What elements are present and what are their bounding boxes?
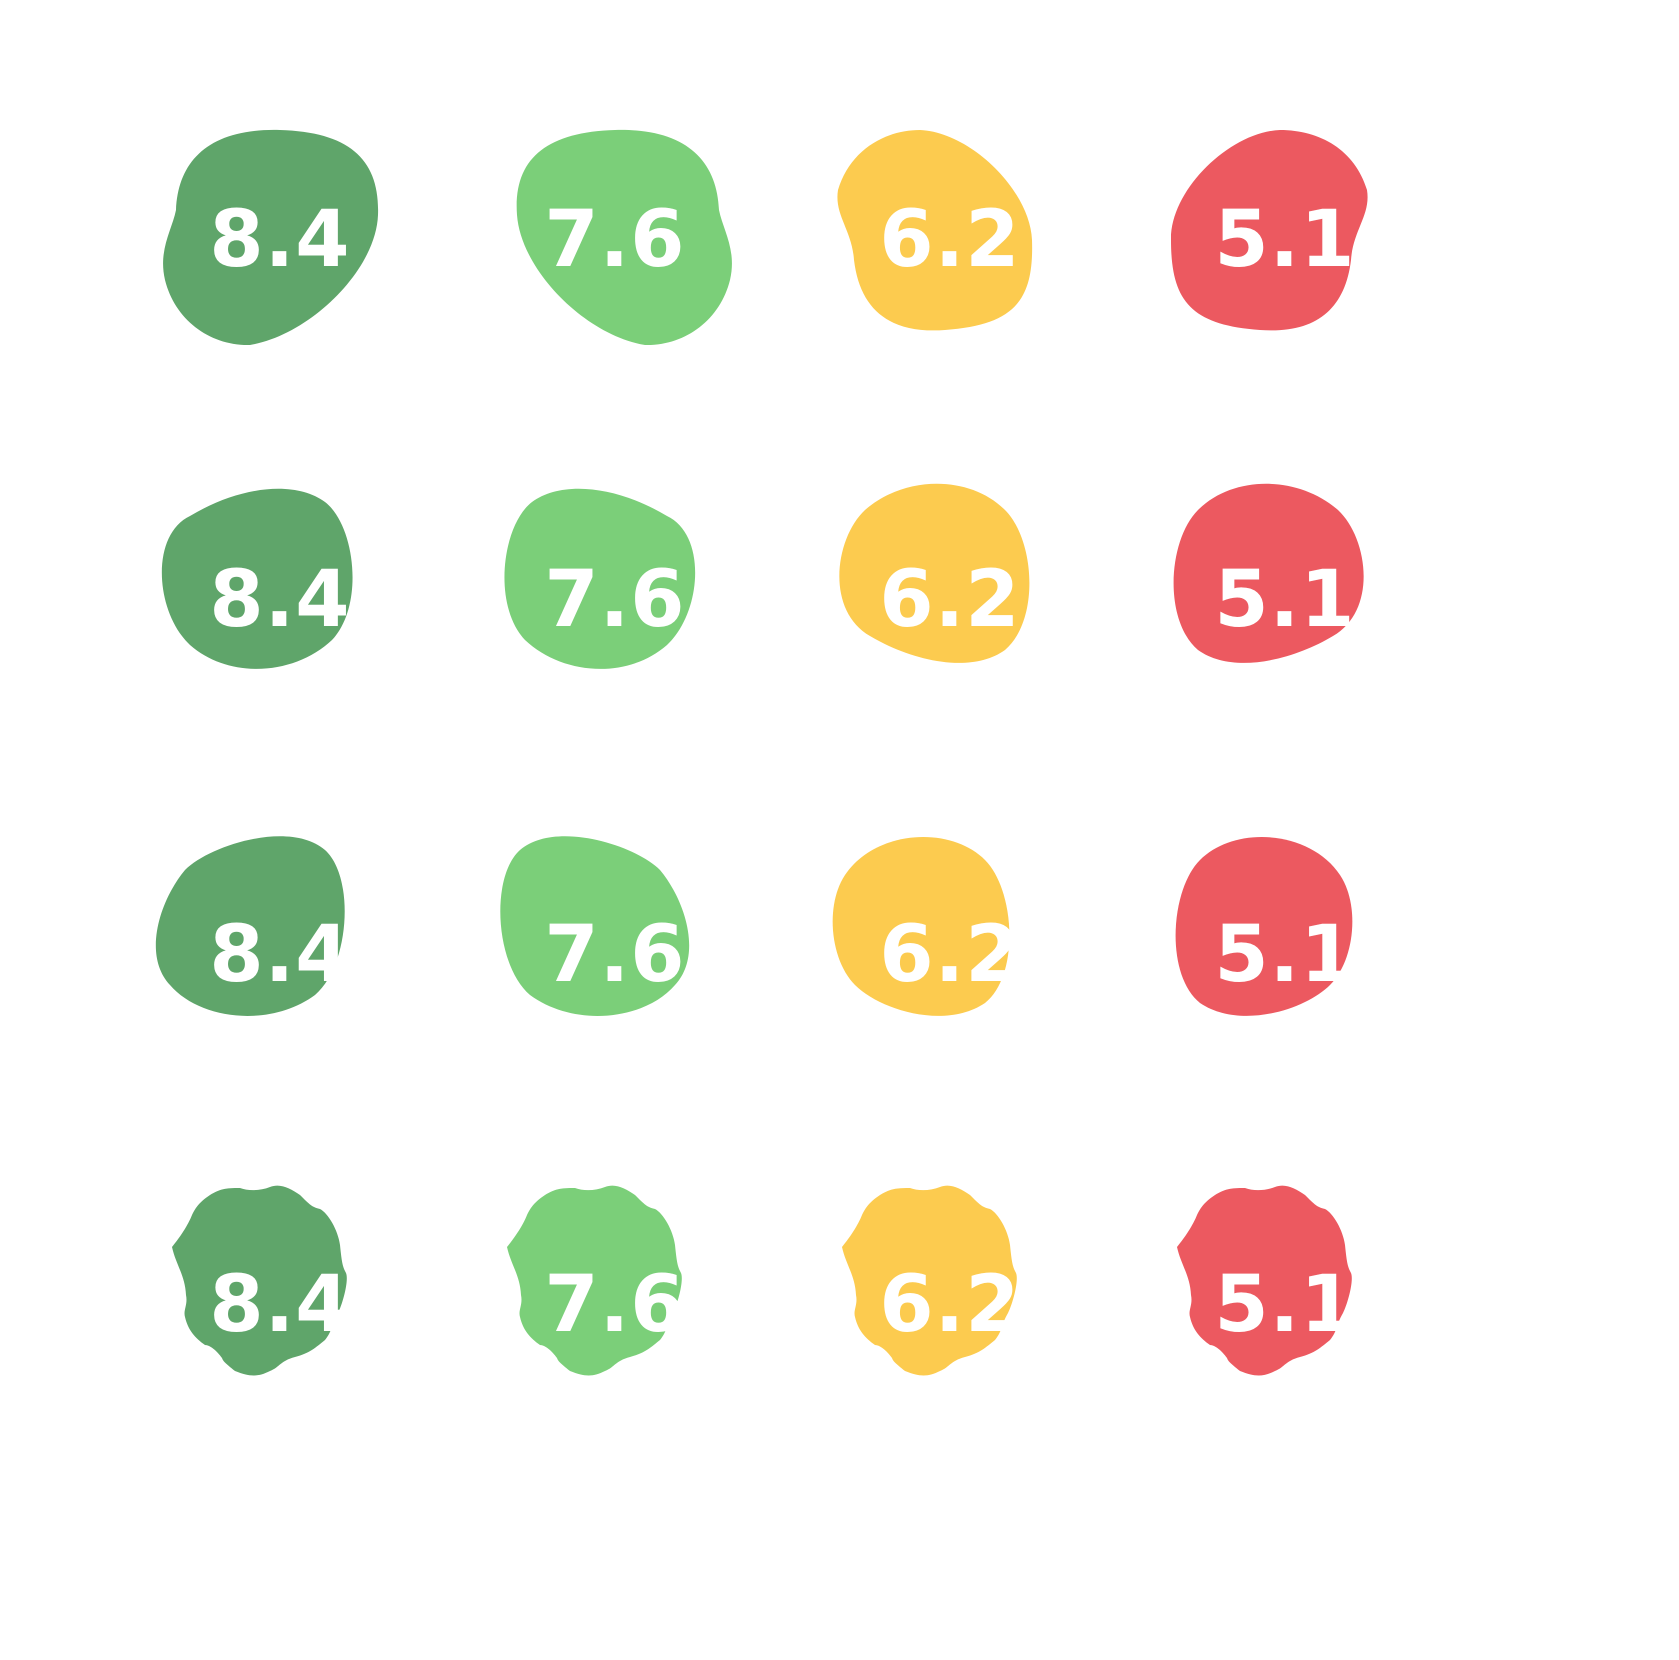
- score-value: 8.4: [209, 195, 351, 285]
- score-value: 8.4: [209, 555, 351, 645]
- wavy-seal-shape: [507, 1185, 682, 1376]
- score-value: 8.4: [209, 910, 351, 1000]
- blob-tilted-shape: [155, 836, 345, 1016]
- badge-fill: [163, 129, 379, 346]
- score-badge: 7.6: [485, 835, 745, 1075]
- blob-tilted-shape: [500, 836, 690, 1016]
- badge-fill: [837, 130, 1033, 331]
- badge-fill: [500, 836, 690, 1016]
- score-badge: 8.4: [150, 480, 410, 720]
- blob-rounded-shape: [839, 483, 1030, 663]
- score-badge: 6.2: [820, 835, 1080, 1075]
- wavy-seal-shape: [172, 1185, 347, 1376]
- score-value: 8.4: [209, 1260, 351, 1350]
- badge-fill: [1177, 1185, 1352, 1376]
- score-value: 6.2: [879, 555, 1021, 645]
- wavy-seal-shape: [842, 1185, 1017, 1376]
- blob-organic-shape: [516, 129, 732, 346]
- badge-fill: [832, 837, 1010, 1016]
- score-value: 5.1: [1214, 1260, 1356, 1350]
- blob-rounded-shape: [161, 488, 353, 669]
- score-badge: 5.1: [1155, 480, 1415, 720]
- blob-organic-shape: [837, 130, 1033, 331]
- badge-fill: [842, 1185, 1017, 1376]
- score-value: 5.1: [1214, 195, 1356, 285]
- score-badge: 5.1: [1155, 1185, 1415, 1425]
- score-badge: 7.6: [485, 1185, 745, 1425]
- blob-tilted-shape: [832, 837, 1010, 1016]
- badge-fill: [161, 488, 353, 669]
- score-badge: 7.6: [485, 480, 745, 720]
- badge-fill: [155, 836, 345, 1016]
- badge-fill: [1173, 483, 1364, 663]
- score-value: 6.2: [879, 910, 1021, 1000]
- score-value: 7.6: [544, 910, 686, 1000]
- badge-fill: [1175, 837, 1353, 1016]
- score-value: 7.6: [544, 555, 686, 645]
- score-badge: 8.4: [150, 1185, 410, 1425]
- score-value: 7.6: [544, 195, 686, 285]
- score-value: 6.2: [879, 1260, 1021, 1350]
- score-badge: 8.4: [150, 835, 410, 1075]
- blob-rounded-shape: [504, 488, 696, 669]
- score-value: 6.2: [879, 195, 1021, 285]
- score-badge: 6.2: [820, 480, 1080, 720]
- score-value: 7.6: [544, 1260, 686, 1350]
- badge-fill: [839, 483, 1030, 663]
- blob-tilted-shape: [1175, 837, 1353, 1016]
- blob-organic-shape: [163, 129, 379, 346]
- score-badge: 8.4: [150, 120, 410, 360]
- wavy-seal-shape: [1177, 1185, 1352, 1376]
- score-value: 5.1: [1214, 555, 1356, 645]
- score-badge: 5.1: [1155, 835, 1415, 1075]
- badge-fill: [1170, 130, 1368, 331]
- score-badge: 5.1: [1155, 120, 1415, 360]
- badge-fill: [516, 129, 732, 346]
- score-badge: 6.2: [820, 120, 1080, 360]
- score-badge: 7.6: [485, 120, 745, 360]
- blob-rounded-shape: [1173, 483, 1364, 663]
- score-badge: 6.2: [820, 1185, 1080, 1425]
- blob-organic-shape: [1170, 130, 1368, 331]
- badge-fill: [172, 1185, 347, 1376]
- badge-fill: [504, 488, 696, 669]
- score-value: 5.1: [1214, 910, 1356, 1000]
- badge-fill: [507, 1185, 682, 1376]
